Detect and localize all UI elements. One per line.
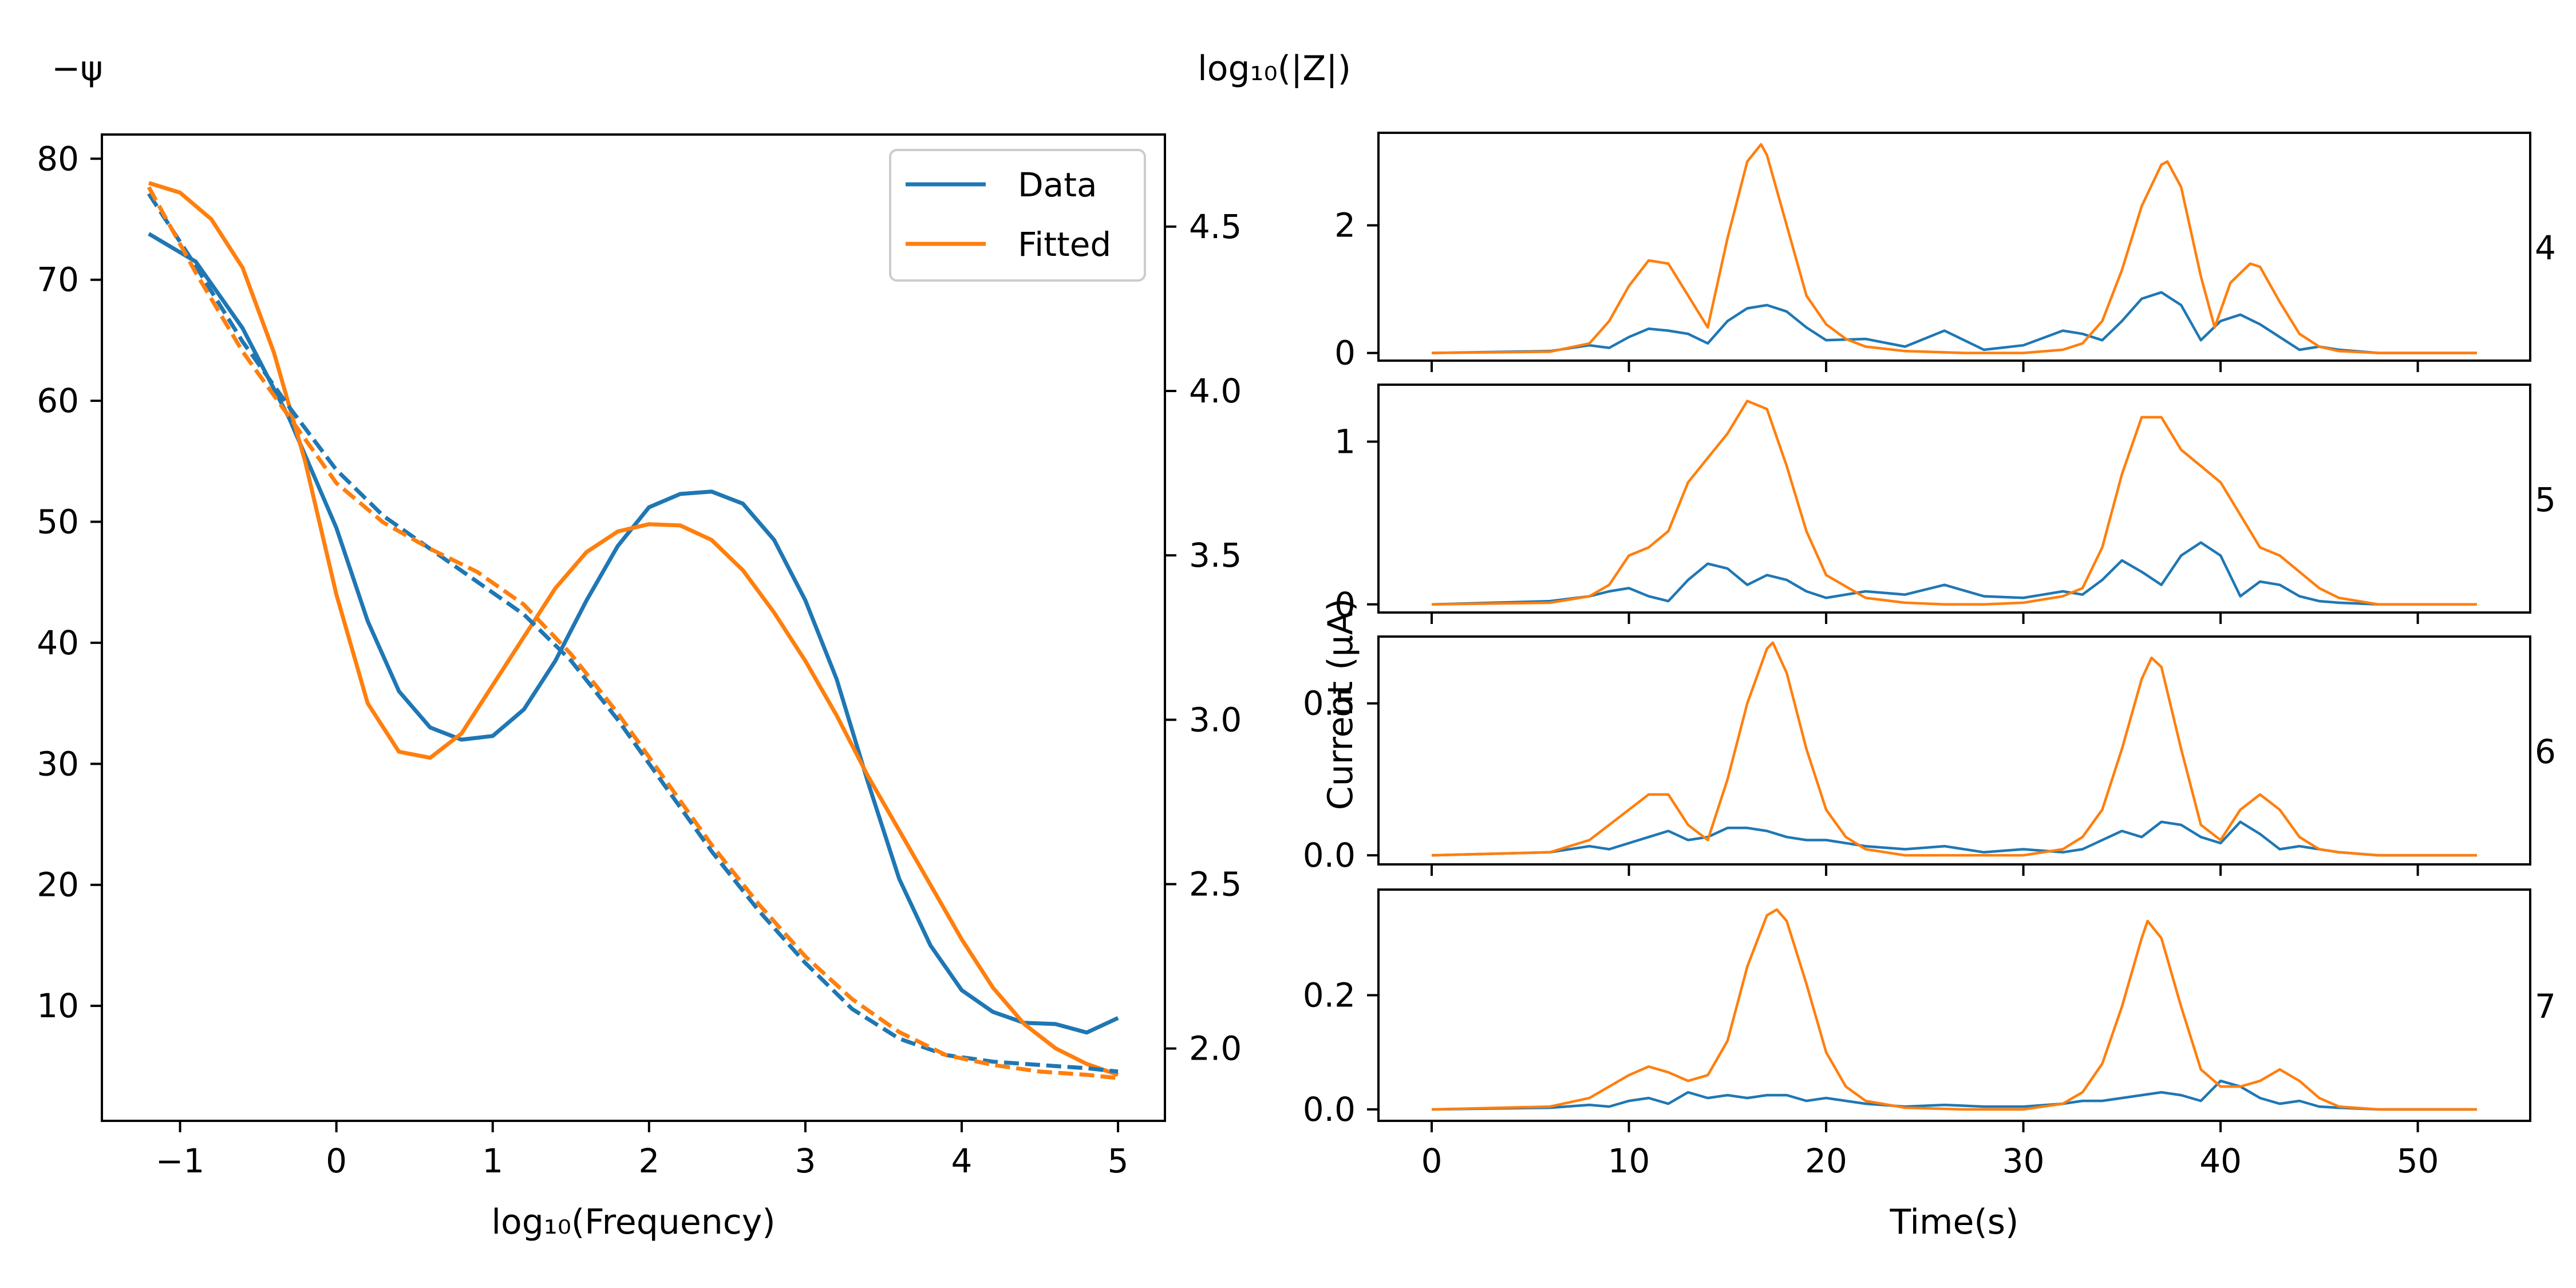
x-tick-label: 50 — [2397, 1141, 2439, 1180]
legend-label-data: Data — [1018, 165, 1097, 204]
x-tick-label: 5 — [1108, 1141, 1129, 1180]
x-axis-label: Time(s) — [1890, 1202, 2019, 1242]
right-y-tick-label: 4.0 — [1189, 372, 1242, 410]
panel-label: 6 — [2535, 732, 2556, 771]
panel-frame — [1377, 635, 2531, 866]
panel-frame — [1377, 384, 2531, 614]
panel-label: 4 — [2535, 228, 2556, 267]
right-y-axis-label: log₁₀(|Z|) — [1198, 49, 1351, 89]
y-tick-label: 2 — [1334, 206, 1356, 245]
x-tick-label: 10 — [1608, 1141, 1650, 1180]
panel-4: 0 2 4 — [1334, 132, 2556, 373]
right-y-tick-label: 3.0 — [1189, 700, 1242, 739]
right-y-tick-label: 4.5 — [1189, 207, 1242, 246]
x-tick-label: 2 — [638, 1141, 659, 1180]
x-tick-label: 30 — [2002, 1141, 2045, 1180]
left-y-tick-label: 40 — [37, 623, 79, 662]
series-line-fitted-right-axis — [147, 186, 1119, 1080]
series-line-data — [1431, 291, 2477, 354]
x-tick-label: 20 — [1805, 1141, 1847, 1180]
series-line-data — [1431, 820, 2477, 857]
left-y-axis-label: −ψ — [52, 49, 103, 89]
series-line-data-right-axis — [147, 192, 1119, 1074]
x-tick-label: 4 — [951, 1141, 973, 1180]
right-y-tick-label: 2.5 — [1189, 864, 1242, 903]
left-y-tick-label: 60 — [37, 381, 79, 420]
left-y-tick-label: 20 — [37, 866, 79, 904]
panel-frame — [1377, 888, 2531, 1122]
x-tick-label: −1 — [156, 1141, 205, 1180]
x-tick-label: 0 — [326, 1141, 347, 1180]
series-line-data — [1431, 541, 2477, 606]
series-line-fitted — [1431, 400, 2477, 606]
series-line-fitted-left-axis — [148, 181, 1119, 1077]
y-tick-label: 1 — [1334, 422, 1356, 461]
series-line-data — [1431, 1079, 2477, 1111]
legend-label-fitted: Fitted — [1018, 225, 1111, 264]
left-y-tick-label: 30 — [37, 744, 79, 783]
left-y-tick-label: 80 — [37, 139, 79, 178]
series-line-fitted — [1431, 143, 2477, 354]
x-tick-label: 0 — [1421, 1141, 1443, 1180]
right-y-tick-label: 3.5 — [1189, 536, 1242, 575]
left-y-tick-label: 70 — [37, 260, 79, 299]
panel-frame — [1377, 132, 2531, 362]
y-tick-label: 0.5 — [1303, 684, 1356, 723]
panel-label: 5 — [2535, 480, 2556, 519]
panel-7: 0.0 0.2 7 — [1303, 888, 2556, 1132]
y-tick-label: 0 — [1334, 585, 1356, 624]
x-axis-label: log₁₀(Frequency) — [491, 1202, 775, 1242]
left-y-tick-label: 50 — [37, 503, 79, 542]
series-line-data-left-axis — [148, 232, 1119, 1035]
series-line-fitted — [1431, 908, 2477, 1111]
legend: Data Fitted — [889, 149, 1146, 282]
series-line-fitted — [1431, 641, 2477, 857]
x-tick-label: 3 — [795, 1141, 816, 1180]
panel-6: 0.0 0.5 6 — [1303, 635, 2556, 876]
y-tick-label: 0.2 — [1303, 976, 1356, 1015]
x-tick-label: 40 — [2199, 1141, 2242, 1180]
panel-5: 0 1 5 — [1334, 384, 2556, 624]
y-tick-label: 0.0 — [1303, 836, 1356, 875]
y-tick-label: 0.0 — [1303, 1090, 1356, 1129]
y-tick-label: 0 — [1334, 334, 1356, 373]
x-tick-label: 1 — [482, 1141, 503, 1180]
left-y-tick-label: 10 — [37, 986, 79, 1025]
plot-frame-left — [101, 133, 1166, 1122]
panel-label: 7 — [2535, 987, 2556, 1026]
impedance-chart: −1 0 1 2 3 4 5 10 20 30 40 50 60 70 80 2.0 2.5 3.0 3.5 4.0 4… — [37, 49, 1351, 1242]
right-y-tick-label: 2.0 — [1189, 1029, 1242, 1068]
y-axis-label: Current (μA) — [1321, 598, 1361, 810]
